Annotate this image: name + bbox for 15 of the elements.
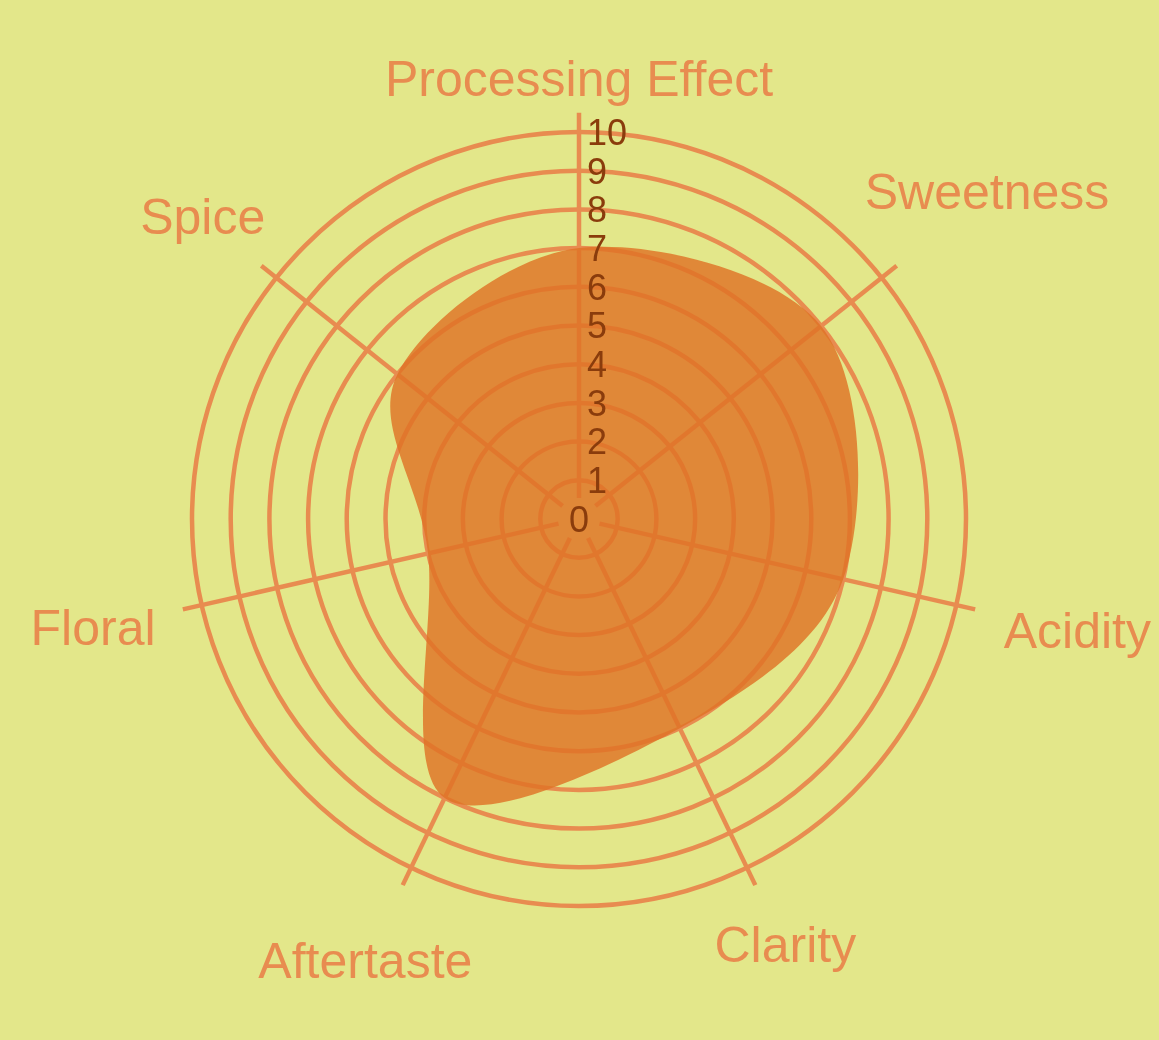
spoke-label: Processing Effect: [384, 51, 774, 108]
y-tick-label: 2: [587, 421, 608, 463]
spoke-label: Clarity: [714, 917, 857, 974]
y-tick-label: 0: [568, 498, 590, 540]
spoke-label: Floral: [30, 599, 156, 656]
spoke-label: Acidity: [1003, 602, 1151, 659]
y-tick-label: 10: [587, 111, 628, 153]
y-tick-label: 6: [587, 266, 608, 308]
y-tick-label: 5: [587, 305, 608, 347]
spoke-label: Aftertaste: [258, 932, 473, 989]
spoke-label: Spice: [140, 188, 266, 245]
y-tick-label: 8: [587, 189, 608, 231]
spoke-label: Sweetness: [864, 163, 1110, 220]
y-tick-label: 1: [587, 460, 608, 502]
y-tick-label: 9: [587, 150, 608, 192]
